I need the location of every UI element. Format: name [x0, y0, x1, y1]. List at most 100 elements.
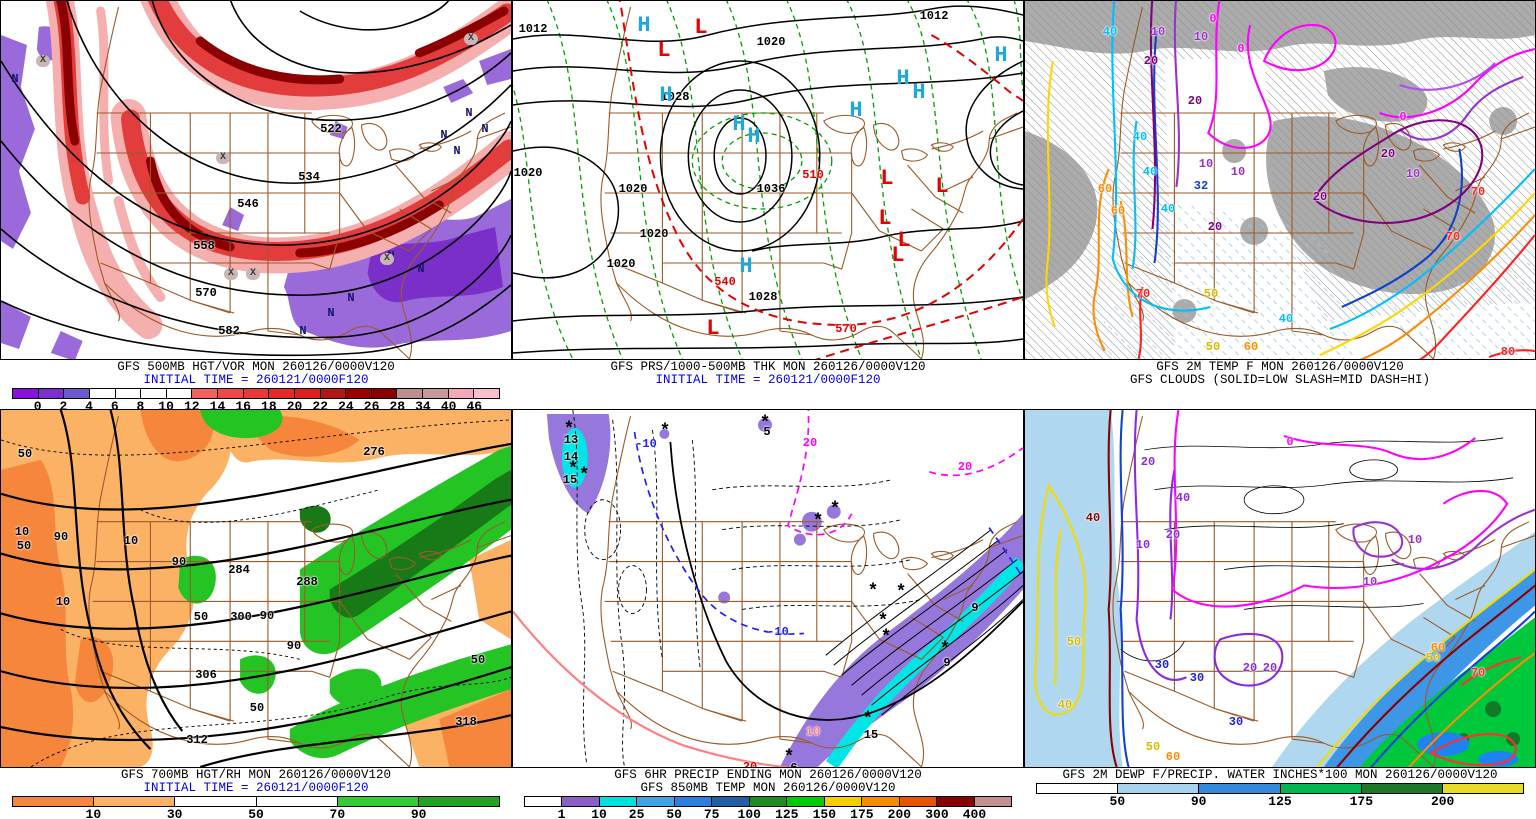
colorbar-segment — [787, 797, 825, 806]
colorbar-ticks: 50 90 125 175 200 — [1036, 794, 1524, 809]
colorbar-tick: 200 — [1430, 794, 1455, 809]
colorbar-tick: 8 — [136, 399, 145, 409]
colorbar-segment — [397, 389, 423, 398]
colorbar-tick: 10 — [591, 807, 607, 819]
caption-line: INITIAL TIME = 260121/0000F120 — [143, 781, 369, 795]
colorbar-tick: 16 — [235, 399, 251, 409]
colorbar-segment — [562, 797, 600, 806]
caption-line: GFS 500MB HGT/VOR MON 260126/0000V120 — [117, 360, 395, 374]
colorbar-tick: 20 — [286, 399, 303, 409]
map-mslp-thickness: 1012 1020 1012 1028 1020 1036 1020 1020 1028 1020… — [512, 0, 1024, 360]
colorbar-segment — [899, 797, 938, 806]
colorbar-tick: 200 — [887, 807, 912, 819]
colorbar-tick: 150 — [812, 807, 836, 819]
colorbar-segment — [337, 797, 419, 806]
panel-500mb-vorticity: 522 534 546 558 570 582 N N N N N N N N N N X X X X X X GFS 5… — [0, 0, 512, 409]
map-2m-temp-clouds: 40 40 40 40 40 10 10 10 10 10 20 20 20 20 20 0 0 0 32 50 50 6… — [1024, 0, 1536, 360]
colorbar-segment — [448, 389, 475, 398]
colorbar-segment — [423, 389, 449, 398]
colorbar-segment — [294, 389, 321, 398]
colorbar-segment — [371, 389, 398, 398]
caption-line: GFS 6HR PRECIP ENDING MON 260126/0000V12… — [614, 768, 922, 782]
colorbar-segment — [115, 389, 142, 398]
panel-precip-850temp: -10 -10 20 20 10 20 13 14 15 15 9 9 6 5 * * * * * * * * * * * * * *… — [512, 409, 1024, 819]
colorbar-rh: 10 30 50 70 90 — [12, 796, 500, 819]
colorbar-segment — [141, 389, 167, 398]
colorbar-tick: 400 — [962, 807, 987, 819]
colorbar-segment — [1037, 784, 1119, 793]
colorbar-segment — [192, 389, 218, 398]
colorbar-segment — [599, 797, 638, 806]
colorbar-segment — [1442, 784, 1524, 793]
colorbar-tick: 75 — [703, 807, 720, 819]
colorbar-tick: 12 — [183, 399, 200, 409]
colorbar-ticks: 1 10 25 50 75 100 125 150 175 200 300 400 — [524, 807, 1012, 819]
colorbar-tick: 28 — [389, 399, 406, 409]
colorbar-strip — [524, 796, 1012, 807]
colorbar-segment — [712, 797, 750, 806]
colorbar-tick: 22 — [312, 399, 329, 409]
caption-line: INITIAL TIME = 260121/0000F120 — [143, 373, 369, 387]
colorbar-tick: 10 — [85, 807, 102, 819]
colorbar-segment — [320, 389, 347, 398]
colorbar-tick: 175 — [1349, 794, 1374, 809]
colorbar-segment — [1118, 784, 1200, 793]
colorbar-tick: 46 — [466, 399, 483, 409]
caption-2m-temp-clouds: GFS 2M TEMP F MON 260126/0000V120 GFS CLO… — [1024, 360, 1536, 387]
colorbar-tick: 40 — [440, 399, 457, 409]
colorbar-segment — [346, 389, 372, 398]
colorbar-tick: 90 — [410, 807, 427, 819]
colorbar-segment — [1199, 784, 1281, 793]
map-precip-850temp: -10 -10 20 20 10 20 13 14 15 15 9 9 6 5 * * * * * * * * * * * * * * — [512, 409, 1024, 768]
colorbar-segment — [175, 797, 257, 806]
colorbar-ticks: 0 2 4 6 8 10 12 14 16 18 20 22 24 26 28 34 40 46 — [12, 399, 500, 409]
caption-dewp-pwater: GFS 2M DEWP F/PRECIP. WATER INCHES*100 M… — [1024, 768, 1536, 809]
colorbar-tick: 26 — [363, 399, 380, 409]
caption-precip-850temp: GFS 6HR PRECIP ENDING MON 260126/0000V12… — [512, 768, 1024, 819]
caption-line: INITIAL TIME = 260121/0000F120 — [655, 373, 881, 387]
map-700mb-rh: 276 284 288 300 306 312 318 50 50 50 50 50 10 10 10 90 9… — [0, 409, 512, 768]
colorbar-segment — [749, 797, 788, 806]
colorbar-segment — [13, 389, 39, 398]
colorbar-tick: 70 — [329, 807, 346, 819]
colorbar-tick: 125 — [775, 807, 799, 819]
colorbar-tick: 34 — [415, 399, 431, 409]
caption-line: GFS 2M DEWP F/PRECIP. WATER INCHES*100 M… — [1062, 768, 1498, 782]
colorbar-tick: 25 — [628, 807, 645, 819]
colorbar-tick: 30 — [166, 807, 183, 819]
colorbar-segment — [824, 797, 863, 806]
colorbar-strip — [12, 796, 500, 807]
colorbar-tick: 14 — [209, 399, 226, 409]
colorbar-pwater: 50 90 125 175 200 — [1036, 783, 1524, 809]
caption-line: GFS 2M TEMP F MON 260126/0000V120 — [1156, 360, 1404, 374]
colorbar-segment — [474, 389, 499, 398]
colorbar-tick: 50 — [1109, 794, 1126, 809]
colorbar-segment — [218, 389, 244, 398]
colorbar-segment — [937, 797, 975, 806]
colorbar-tick: 0 — [33, 399, 42, 409]
colorbar-strip — [12, 388, 500, 399]
colorbar-segment — [525, 797, 563, 806]
caption-500mb-vorticity: GFS 500MB HGT/VOR MON 260126/0000V120 INI… — [0, 360, 512, 409]
colorbar-segment — [674, 797, 713, 806]
colorbar-segment — [89, 389, 116, 398]
colorbar-tick: 2 — [59, 399, 68, 409]
colorbar-tick: 4 — [85, 399, 93, 409]
colorbar-tick: 50 — [248, 807, 264, 819]
panel-700mb-rh: 276 284 288 300 306 312 318 50 50 50 50 50 10 10 10 90 9… — [0, 409, 512, 819]
colorbar-segment — [243, 389, 270, 398]
colorbar-tick: 18 — [261, 399, 277, 409]
colorbar-tick: 90 — [1190, 794, 1207, 809]
colorbar-segment — [13, 797, 95, 806]
colorbar-ticks: 10 30 50 70 90 — [12, 807, 500, 819]
colorbar-segment — [38, 389, 65, 398]
panel-dewp-pwater: 40 50 40 50 50 20 20 20 20 40 10 30 30 30 10 10 0 60 60 70 … — [1024, 409, 1536, 819]
colorbar-segment — [64, 389, 90, 398]
map-500mb-vorticity: 522 534 546 558 570 582 N N N N N N N N N N X X X X X X — [0, 0, 512, 360]
panel-mslp-thickness: 1012 1020 1012 1028 1020 1036 1020 1020 1028 1020… — [512, 0, 1024, 409]
colorbar-segment — [166, 389, 193, 398]
caption-line: GFS 850MB TEMP MON 260126/0000V120 — [640, 781, 896, 795]
colorbar-tick: 175 — [850, 807, 874, 819]
colorbar-tick: 300 — [925, 807, 949, 819]
